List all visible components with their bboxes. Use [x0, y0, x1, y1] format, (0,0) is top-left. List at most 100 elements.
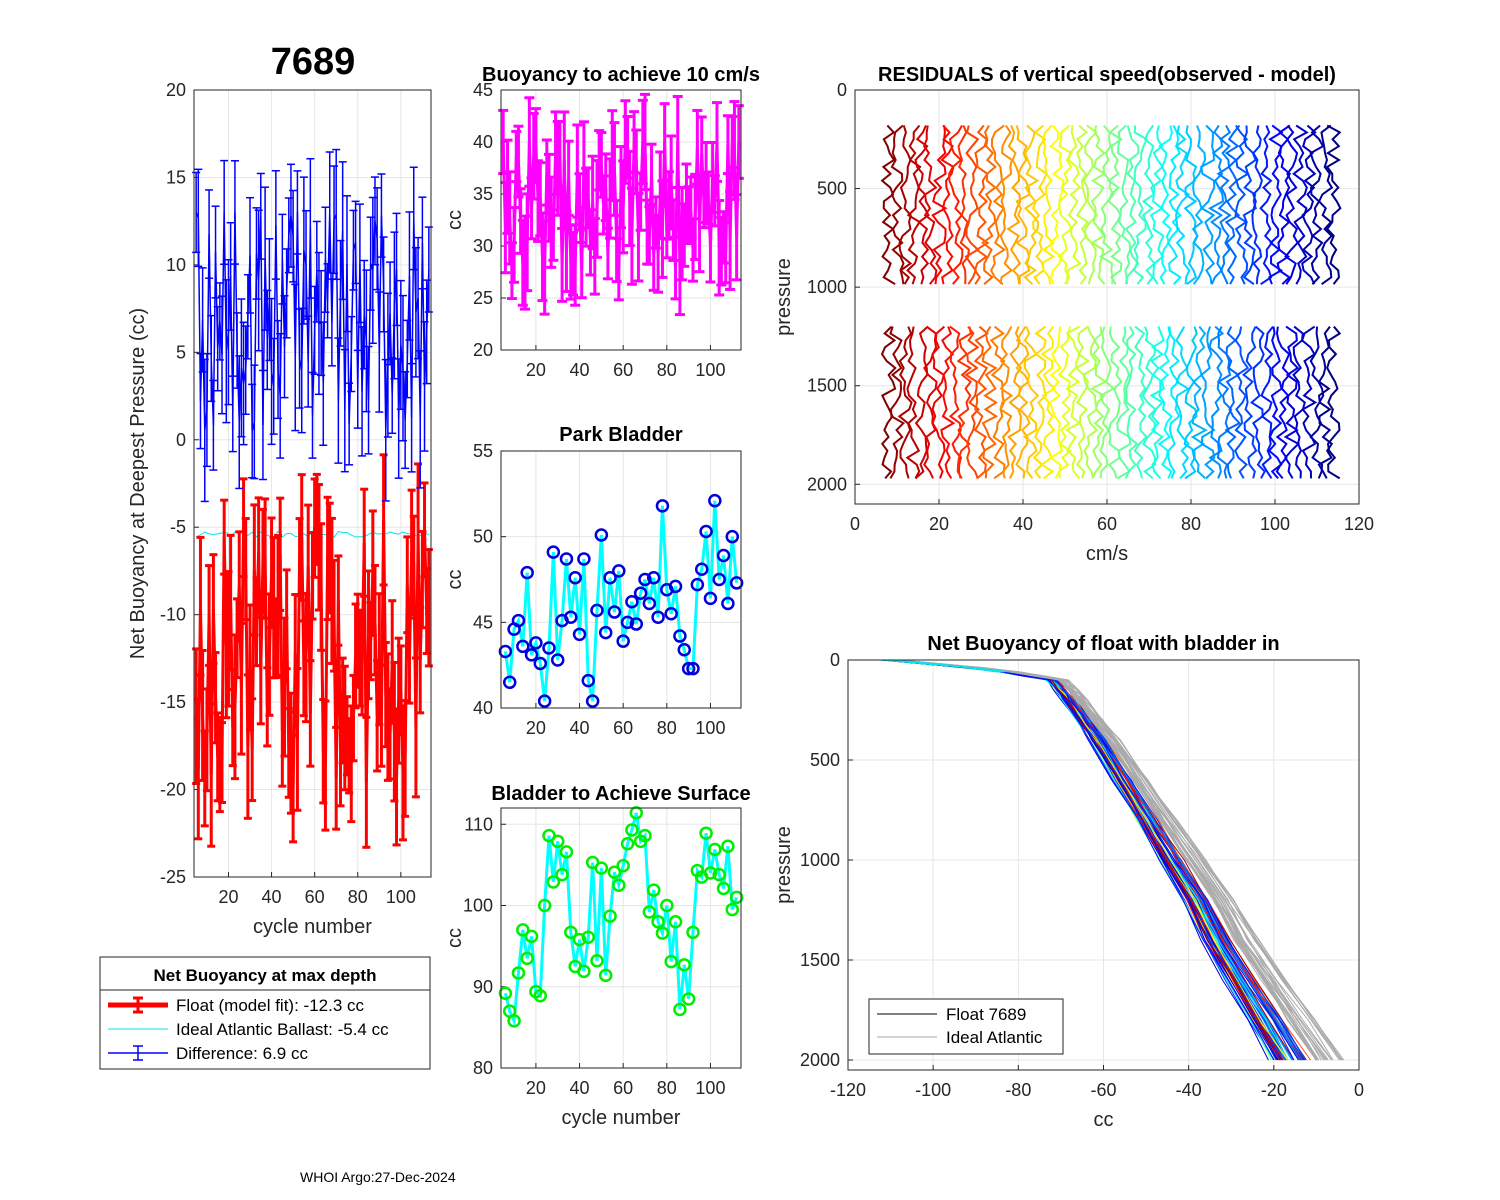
park-bladder-marker: [533, 656, 548, 671]
residual-profile: [1267, 326, 1283, 480]
net_buoyancy-xlabel: cycle number: [253, 916, 372, 938]
residual-profile: [1326, 325, 1342, 480]
net_buoyancy_profile-xtick-label: -100: [915, 1080, 951, 1100]
bladder-surface-marker: [673, 1002, 687, 1017]
residuals-xtick-label: 40: [1013, 514, 1033, 534]
park-bladder-marker: [677, 642, 692, 657]
residual-profile: [897, 326, 913, 479]
park_bladder-xtick-label: 60: [613, 718, 633, 738]
axes-frame: [847, 659, 1360, 1071]
residual-profile: [1066, 125, 1082, 285]
legend-entry-float: Float (model fit): -12.3 cc: [176, 996, 365, 1015]
legend-entry-ideal: Ideal Atlantic Ballast: -5.4 cc: [176, 1020, 389, 1039]
bladder-surface-marker: [642, 905, 657, 919]
residual-profile: [898, 125, 913, 285]
park_bladder-ytick-label: 40: [473, 698, 493, 718]
residuals-xtick-label: 100: [1260, 514, 1290, 534]
axes-frame: [500, 89, 742, 351]
residual-profile: [1325, 124, 1342, 285]
bladder-surface-marker: [555, 867, 569, 882]
net_buoyancy-ytick-label: 0: [176, 430, 186, 450]
net_buoyancy-xtick-label: 60: [305, 887, 325, 907]
residual-profile: [1075, 124, 1090, 285]
residual-profile: [1216, 326, 1233, 479]
residual-profile: [1106, 124, 1124, 285]
park_bladder-ytick-label: 45: [473, 612, 493, 632]
park-bladder-marker: [729, 576, 744, 590]
residual-profile: [973, 124, 990, 285]
bladder-surface-marker: [651, 915, 665, 929]
residual-profile: [1132, 125, 1149, 285]
residual-profile: [1183, 125, 1199, 285]
bladder-surface-marker: [590, 954, 604, 968]
park-bladder-marker: [542, 641, 556, 655]
buoyancy_10cms-ylabel: cc: [444, 210, 466, 230]
residual-profile: [999, 124, 1014, 285]
residual-profile: [1191, 125, 1207, 285]
residuals-ytick-label: 0: [837, 80, 847, 100]
bladder-surface-panel: 20 40 60 80 100 80 90 100 110 cycle number cc Bladd…: [444, 783, 751, 1129]
park-bladder-marker: [594, 528, 609, 542]
net_buoyancy-ytick-label: 20: [166, 80, 186, 100]
float-series-line: [194, 519, 431, 789]
park-bladder-marker: [568, 571, 582, 585]
residuals-xtick-label: 20: [929, 514, 949, 534]
net_buoyancy_profile-xtick-label: -80: [1005, 1080, 1031, 1100]
residuals-xtick-label: 60: [1097, 514, 1117, 534]
residual-profile: [1309, 124, 1325, 285]
park-bladder-marker: [673, 629, 687, 643]
park-bladder-marker: [616, 634, 630, 648]
park-bladder-marker: [625, 595, 639, 609]
residuals-panel: 0 20 40 60 80 100 120 0 500 1000 1500 2000 cm/s press…: [773, 64, 1374, 565]
park-bladder-marker: [607, 605, 622, 619]
residual-profile: [1268, 124, 1284, 285]
legend-title: Net Buoyancy at max depth: [154, 966, 377, 985]
residual-profile: [1183, 326, 1198, 480]
bladder-surface-marker: [546, 875, 561, 889]
residual-profile: [1057, 124, 1074, 285]
bladder-surface-marker: [716, 881, 731, 896]
residual-profile: [1166, 125, 1182, 285]
residual-profile: [1074, 325, 1091, 479]
park_bladder-title: Park Bladder: [559, 424, 683, 446]
legend-entry-ideal-profile: Ideal Atlantic: [946, 1028, 1043, 1047]
park_bladder-xtick-label: 100: [695, 718, 725, 738]
park-bladder-marker: [642, 596, 657, 611]
residual-profile: [1157, 326, 1173, 479]
residual-profile: [1190, 325, 1208, 480]
residual-profile: [1317, 325, 1334, 479]
net_buoyancy-ytick-label: -10: [160, 605, 186, 625]
park-bladder-marker: [537, 694, 552, 708]
park-bladder-marker: [585, 694, 600, 708]
difference-series-line: [195, 212, 430, 432]
park-bladder-marker: [694, 562, 709, 576]
residual-profile: [1116, 326, 1132, 480]
residual-profile: [880, 325, 897, 480]
residual-profile: [1082, 326, 1099, 479]
buoyancy_10cms-xtick-label: 20: [526, 360, 546, 380]
bladder-surface-marker: [681, 992, 696, 1006]
residual-profile: [1200, 326, 1216, 480]
residual-profile: [1292, 325, 1306, 479]
bladder_surface-ytick-label: 80: [473, 1058, 493, 1078]
bladder-surface-marker: [616, 858, 630, 873]
park_bladder-xtick-label: 80: [657, 718, 677, 738]
bladder_surface-xtick-label: 40: [570, 1078, 590, 1098]
residual-profile: [914, 325, 929, 480]
park-bladder-marker: [655, 499, 670, 513]
net_buoyancy-xtick-label: 100: [386, 887, 416, 907]
residual-profile: [1015, 326, 1031, 479]
park_bladder-plot-area: [501, 451, 741, 708]
net_buoyancy_profile-xtick-label: -60: [1090, 1080, 1116, 1100]
residuals-ytick-label: 1500: [807, 376, 847, 396]
profile-legend: Float 7689 Ideal Atlantic: [868, 998, 1064, 1055]
bladder-surface-marker: [699, 826, 713, 840]
residual-profile: [1300, 325, 1318, 479]
buoyancy-10cms-panel: 20 40 60 80 100 20 25 30 35 40 45 cc Buoyancy to ach…: [444, 64, 760, 380]
net_buoyancy-ytick-label: -25: [160, 867, 186, 887]
residual-profile: [989, 124, 1007, 285]
residuals-xtick-label: 80: [1181, 514, 1201, 534]
bladder-surface-marker: [577, 964, 591, 979]
residuals-xtick-label: 0: [850, 514, 860, 534]
